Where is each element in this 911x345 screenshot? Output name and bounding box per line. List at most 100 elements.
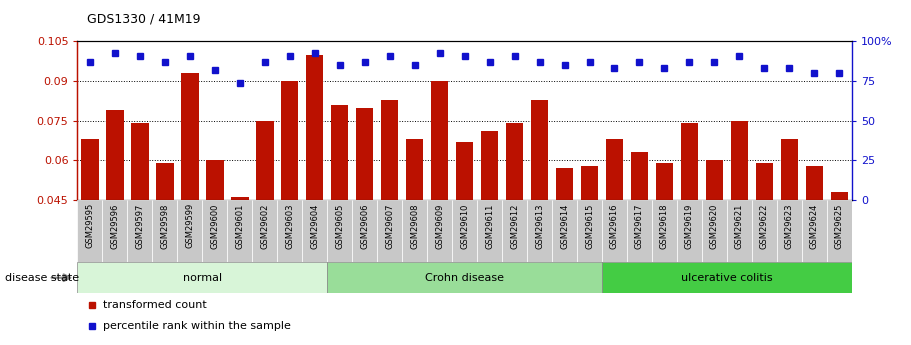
Bar [556,168,573,200]
Text: GSM29622: GSM29622 [760,203,769,249]
Bar [327,262,602,293]
Text: GSM29607: GSM29607 [385,203,394,249]
Bar [805,166,823,200]
Bar [677,200,701,262]
Text: GSM29615: GSM29615 [585,203,594,249]
Bar [630,152,649,200]
Text: GSM29621: GSM29621 [735,203,744,249]
Bar [755,163,773,200]
Text: GSM29617: GSM29617 [635,203,644,249]
Text: GSM29612: GSM29612 [510,203,519,249]
Bar [331,105,349,200]
Text: GSM29599: GSM29599 [185,203,194,248]
Bar [377,200,402,262]
Text: disease state: disease state [5,273,78,283]
Bar [178,200,202,262]
Text: GSM29609: GSM29609 [435,203,445,249]
Bar [481,131,498,200]
Bar [206,160,223,200]
Text: GSM29600: GSM29600 [210,203,220,249]
Bar [356,108,374,200]
Bar [727,200,752,262]
Bar [706,160,723,200]
Text: ulcerative colitis: ulcerative colitis [681,273,773,283]
Text: GSM29611: GSM29611 [485,203,494,249]
Bar [752,200,777,262]
Bar [131,124,148,200]
Bar [777,200,802,262]
Text: GSM29606: GSM29606 [360,203,369,249]
Bar [452,200,477,262]
Bar [102,200,128,262]
Text: percentile rank within the sample: percentile rank within the sample [103,321,291,331]
Text: GSM29598: GSM29598 [160,203,169,249]
Text: GSM29625: GSM29625 [834,203,844,249]
Text: GSM29613: GSM29613 [535,203,544,249]
Bar [427,200,452,262]
Text: GDS1330 / 41M19: GDS1330 / 41M19 [87,12,200,26]
Bar [181,73,199,200]
Bar [81,139,98,200]
Bar [228,200,252,262]
Bar [327,200,353,262]
Bar [431,81,448,200]
Text: GSM29601: GSM29601 [235,203,244,249]
Bar [281,81,299,200]
Text: Crohn disease: Crohn disease [425,273,504,283]
Bar [831,192,848,200]
Bar [306,55,323,200]
Bar [506,124,523,200]
Bar [577,200,602,262]
Bar [602,262,852,293]
Text: transformed count: transformed count [103,300,207,310]
Text: GSM29608: GSM29608 [410,203,419,249]
Bar [731,121,748,200]
Bar [156,163,174,200]
Text: GSM29616: GSM29616 [610,203,619,249]
Bar [302,200,327,262]
Bar [231,197,249,200]
Bar [527,200,552,262]
Bar [107,110,124,200]
Bar [353,200,377,262]
Bar [627,200,652,262]
Bar [531,100,548,200]
Text: GSM29596: GSM29596 [110,203,119,249]
Text: GSM29624: GSM29624 [810,203,819,249]
Text: GSM29597: GSM29597 [136,203,144,249]
Bar [781,139,798,200]
Text: GSM29620: GSM29620 [710,203,719,249]
Bar [456,142,474,200]
Bar [77,200,102,262]
Bar [701,200,727,262]
Bar [381,100,398,200]
Bar [277,200,302,262]
Text: GSM29595: GSM29595 [86,203,95,248]
Text: GSM29623: GSM29623 [785,203,793,249]
Text: normal: normal [183,273,222,283]
Bar [827,200,852,262]
Bar [128,200,152,262]
Bar [406,139,424,200]
Bar [152,200,178,262]
Text: GSM29605: GSM29605 [335,203,344,249]
Text: GSM29618: GSM29618 [660,203,669,249]
Text: GSM29603: GSM29603 [285,203,294,249]
Bar [252,200,277,262]
Bar [681,124,698,200]
Bar [652,200,677,262]
Bar [256,121,273,200]
Bar [802,200,827,262]
Bar [477,200,502,262]
Bar [502,200,527,262]
Text: GSM29604: GSM29604 [311,203,319,249]
Bar [202,200,228,262]
Text: GSM29610: GSM29610 [460,203,469,249]
Text: GSM29619: GSM29619 [685,203,694,249]
Bar [602,200,627,262]
Bar [606,139,623,200]
Bar [402,200,427,262]
Text: GSM29614: GSM29614 [560,203,569,249]
Text: GSM29602: GSM29602 [261,203,270,249]
Bar [77,262,327,293]
